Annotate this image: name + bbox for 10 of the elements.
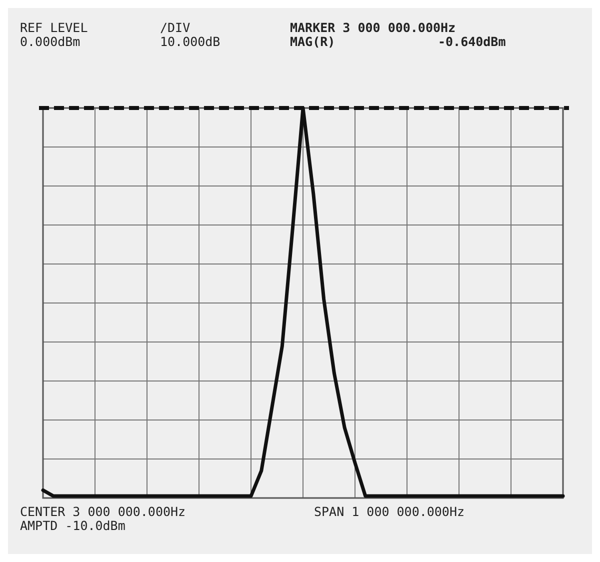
text: MAG(R) [290,34,336,49]
text: MARKER 3 000 000.000Hz [290,20,456,35]
text: -0.640dBm [438,34,506,49]
text: REF LEVEL [20,20,88,35]
text: CENTER 3 000 000.000Hz [20,504,186,519]
text: AMPTD -10.0dBm [20,518,126,533]
text: 0.000dBm [20,34,80,49]
text: 10.000dB [160,34,220,49]
text: /DIV [160,20,191,35]
text: SPAN 1 000 000.000Hz [314,504,465,519]
